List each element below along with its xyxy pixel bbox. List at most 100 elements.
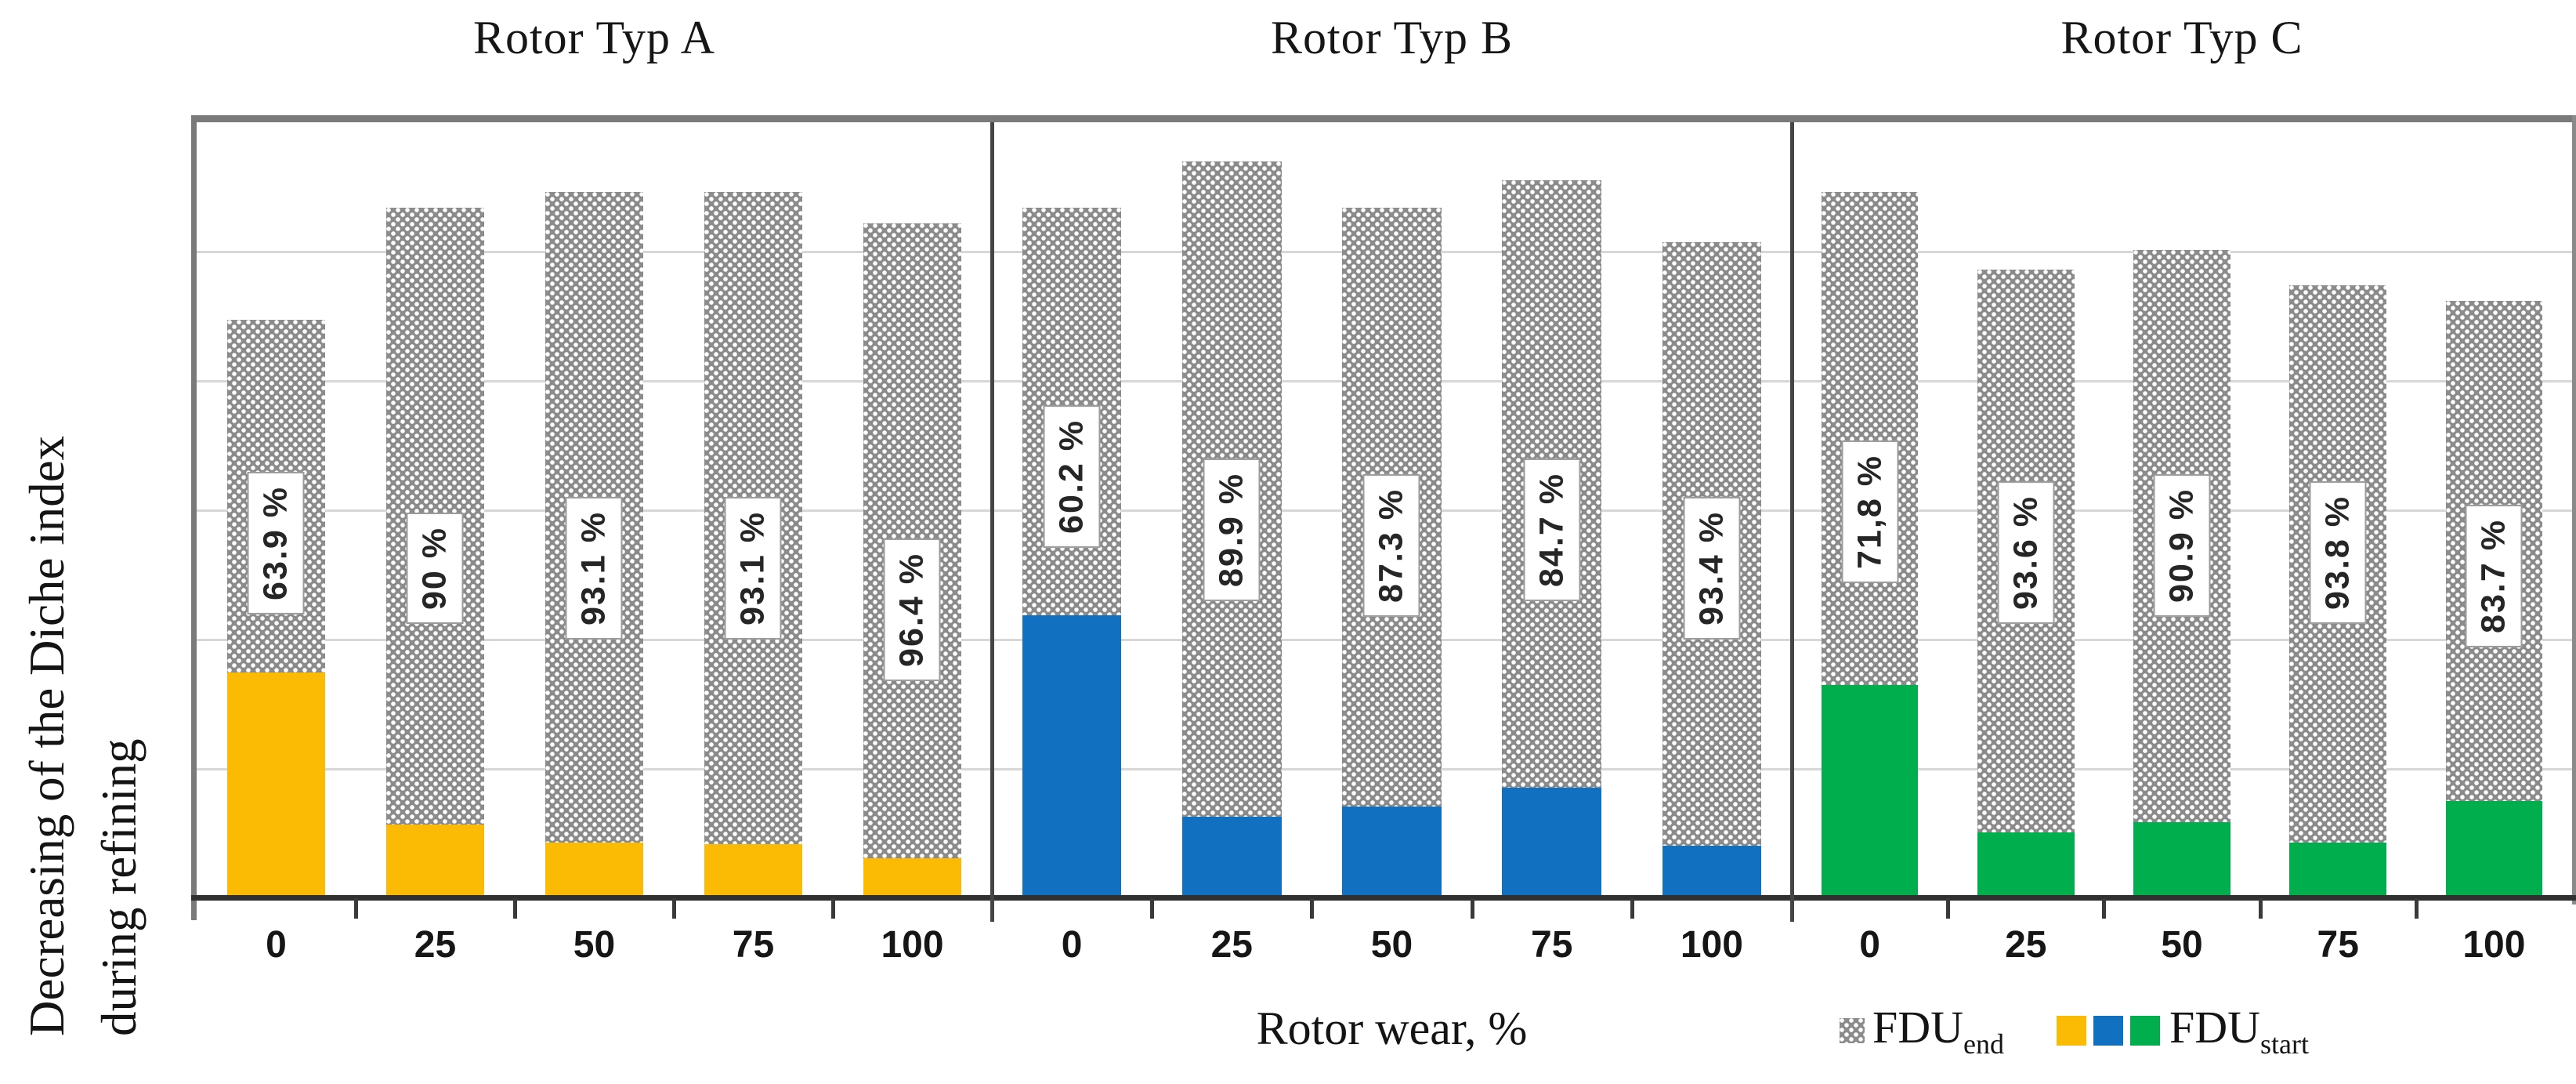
decrease-percent-label: 93.6 %: [1997, 481, 2055, 625]
bar-c-0: 71,8 %: [1821, 192, 1919, 898]
decrease-percent-label: 87.3 %: [1362, 473, 1420, 617]
bar-a-75: 93.1 %: [704, 192, 803, 898]
panel-title-rotor-typ-c: Rotor Typ C: [2060, 12, 2303, 63]
bar-b-100: 93.4 %: [1662, 242, 1762, 898]
bar-b-75: 84.7 %: [1502, 180, 1601, 898]
panel-rotor-typ-a: 63.9 % 90 % 93.1 % 93.1 % 96.4 %: [197, 122, 992, 898]
bar-a-100: 96.4 %: [863, 223, 962, 898]
bar-c-75: 93.8 %: [2289, 285, 2386, 898]
fdu-start-segment: [1662, 845, 1762, 898]
legend-fdu-end-label: FDUend: [1872, 1002, 2005, 1060]
x-tick-label: 75: [2317, 924, 2359, 966]
plot-frame-top: [191, 115, 2576, 122]
fdu-start-segment: [1977, 832, 2075, 898]
decrease-percent-label: 90.9 %: [2153, 473, 2211, 617]
x-tick-label: 100: [1680, 924, 1743, 966]
fdu-start-segment: [704, 843, 803, 898]
fdu-start-segment: [1821, 684, 1919, 898]
panel-title-rotor-typ-b: Rotor Typ B: [1270, 12, 1514, 63]
bar-a-0: 63.9 %: [226, 320, 326, 898]
x-axis-title: Rotor wear, %: [1256, 1002, 1528, 1054]
bar-c-50: 90.9 %: [2133, 250, 2230, 898]
bar-b-0: 60.2 %: [1022, 207, 1122, 898]
x-tick-label-row: 0 25 50 75 100: [1792, 923, 2572, 972]
x-tick-label-row: 0 25 50 75 100: [992, 923, 1792, 972]
legend: FDUend FDUstart: [1840, 997, 2309, 1064]
x-tick-label: 75: [1530, 924, 1573, 966]
fdu-start-segment: [385, 824, 485, 898]
x-axis-tick: [672, 898, 676, 919]
decrease-percent-label: 89.9 %: [1203, 458, 1261, 601]
panel-rotor-typ-b: 60.2 % 89.9 % 87.3 % 84.7 % 93.4 %: [992, 122, 1792, 898]
panel-separator: [990, 122, 994, 922]
x-tick-label: 25: [414, 924, 457, 966]
legend-fdu-start-label: FDUstart: [2169, 1002, 2310, 1060]
legend-start-swatch-yellow: [2057, 1016, 2087, 1046]
decrease-percent-label: 60.2 %: [1043, 405, 1101, 549]
decrease-percent-label: 83.7 %: [2465, 505, 2523, 648]
decrease-percent-label: 71,8 %: [1841, 440, 1899, 583]
x-tick-label: 100: [2462, 924, 2526, 966]
fdu-start-segment: [1502, 788, 1601, 898]
x-tick-label: 25: [1210, 924, 1253, 966]
bar-b-25: 89.9 %: [1181, 161, 1282, 898]
bar-a-50: 93.1 %: [545, 192, 644, 898]
x-axis-line: [191, 895, 2576, 901]
x-tick-label: 50: [2161, 924, 2203, 966]
panel-title-rotor-typ-a: Rotor Typ A: [472, 12, 716, 63]
x-axis-tick: [2258, 898, 2263, 919]
x-axis-tick: [1310, 898, 1315, 919]
decrease-percent-label: 93.1 %: [565, 497, 623, 640]
plot-area: 63.9 % 90 % 93.1 % 93.1 % 96.4 % 60.2 % 89.9 %…: [191, 115, 2576, 922]
x-tick-label: 75: [732, 924, 775, 966]
fdu-start-segment: [545, 842, 644, 898]
fdu-start-segment: [226, 672, 326, 898]
bar-c-25: 93.6 %: [1977, 270, 2075, 898]
plot-frame-left: [191, 115, 197, 920]
x-tick-label-row: 0 25 50 75 100: [197, 923, 992, 972]
x-axis-tick: [2102, 898, 2107, 919]
y-axis-label: Decreasing of the Diche index during ref…: [11, 56, 155, 1036]
x-tick-label: 0: [1061, 924, 1083, 966]
fdu-start-segment: [863, 857, 962, 898]
x-axis-tick: [1150, 898, 1155, 919]
x-tick-label: 0: [1859, 924, 1880, 966]
x-tick-label: 50: [573, 924, 616, 966]
fdu-start-segment: [2445, 801, 2543, 898]
decrease-percent-label: 93.8 %: [2309, 481, 2367, 625]
decrease-percent-label: 93.1 %: [724, 497, 782, 640]
y-axis-label-line1: Decreasing of the Diche index: [20, 435, 74, 1036]
bar-c-100: 83.7 %: [2445, 300, 2543, 898]
x-axis-tick: [2414, 898, 2419, 919]
x-axis-tick: [513, 898, 517, 919]
fdu-start-segment: [2289, 842, 2386, 898]
x-tick-label: 100: [881, 924, 944, 966]
x-axis-tick: [1470, 898, 1474, 919]
x-axis-tick: [1630, 898, 1634, 919]
decrease-percent-label: 96.4 %: [883, 538, 941, 681]
y-axis-label-line2: during refining: [92, 738, 147, 1036]
fdu-start-segment: [1181, 817, 1282, 898]
panel-rotor-typ-c: 71,8 % 93.6 % 90.9 % 93.8 % 83.7 %: [1792, 122, 2572, 898]
x-axis-tick: [354, 898, 358, 919]
fdu-start-segment: [2133, 821, 2230, 898]
decrease-percent-label: 84.7 %: [1523, 458, 1581, 601]
x-tick-label: 0: [266, 924, 287, 966]
decrease-percent-label: 63.9 %: [247, 471, 305, 615]
x-axis-tick: [1946, 898, 1951, 919]
x-tick-label: 25: [2005, 924, 2047, 966]
fdu-start-segment: [1022, 615, 1122, 898]
bar-b-50: 87.3 %: [1342, 207, 1442, 898]
legend-start-swatch-green: [2130, 1016, 2161, 1046]
legend-start-swatch-blue: [2093, 1016, 2124, 1046]
fdu-start-segment: [1342, 807, 1442, 898]
decrease-percent-label: 93.4 %: [1683, 497, 1741, 640]
bar-a-25: 90 %: [385, 207, 485, 898]
panel-separator: [1790, 122, 1794, 922]
decrease-percent-label: 90 %: [406, 513, 464, 625]
x-tick-label: 50: [1370, 924, 1413, 966]
x-axis-tick: [831, 898, 835, 919]
plot-frame-right: [2572, 115, 2576, 905]
legend-fdu-end-marker: [1840, 1018, 1865, 1043]
